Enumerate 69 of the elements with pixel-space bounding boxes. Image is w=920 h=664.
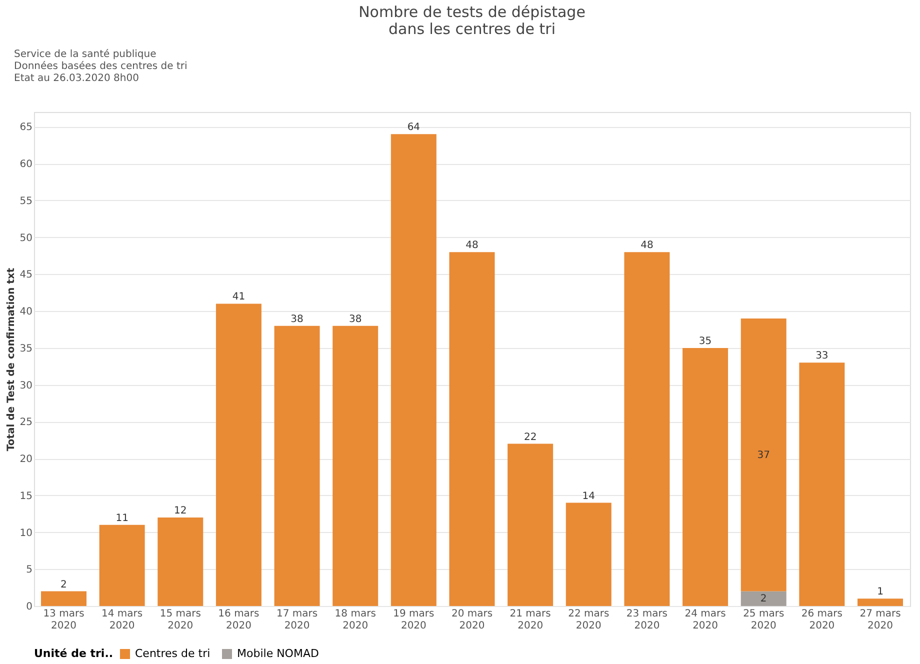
x-tick-label: 18 mars 2020: [334, 608, 376, 632]
y-tick-label: 15: [20, 490, 32, 502]
bar: [858, 598, 903, 606]
bar: [41, 591, 86, 606]
y-tick-label: 50: [20, 232, 32, 244]
bar: [332, 326, 378, 606]
y-tick-label: 35: [20, 343, 32, 354]
y-tick-label: 65: [20, 122, 32, 134]
x-tick-label: 21 mars 2020: [510, 608, 551, 632]
x-tick-label: 27 mars 2020: [860, 608, 901, 632]
y-tick-label: 5: [26, 564, 32, 576]
x-tick-label: 26 mars 2020: [801, 608, 842, 632]
x-tick-label: 25 mars 2020: [743, 608, 784, 632]
bar: [449, 252, 495, 606]
data-label: 38: [290, 314, 304, 325]
y-tick-label: 45: [20, 270, 32, 281]
data-label: 14: [582, 490, 596, 502]
data-label: 48: [640, 240, 654, 252]
data-label: 41: [232, 292, 246, 303]
data-label: 12: [174, 506, 187, 517]
data-label: 35: [698, 336, 712, 347]
text: Service de la santé publique: [14, 49, 156, 60]
data-label: 2: [60, 579, 67, 590]
x-tick-label: 19 mars 2020: [393, 608, 434, 632]
bar: [216, 304, 262, 606]
bar: [508, 444, 554, 606]
y-tick-label: 30: [20, 380, 32, 392]
bar: [566, 502, 612, 606]
y-tick-label: 60: [20, 159, 32, 170]
x-tick-label: 23 mars 2020: [626, 608, 668, 632]
legend-title: Unité de tri..: [34, 647, 114, 660]
y-tick-label: 10: [20, 528, 32, 539]
text: Données basées des centres de tri: [14, 61, 188, 72]
bar: [99, 524, 145, 606]
bar: [682, 348, 728, 606]
y-tick-label: 20: [20, 454, 32, 466]
x-tick-label: 14 mars 2020: [102, 608, 143, 632]
x-tick-label: 13 mars 2020: [43, 608, 84, 632]
data-label: 11: [116, 512, 128, 524]
bar: [390, 134, 436, 606]
y-tick-label: 55: [20, 196, 32, 207]
bar: [740, 318, 786, 592]
text: Etat au 26.03.2020 8h00: [14, 73, 139, 84]
x-tick-label: 22 mars 2020: [568, 608, 610, 632]
y-axis-title: Total de Test de confirmation txt: [6, 268, 17, 452]
data-label: 1: [877, 586, 884, 598]
y-tick-label: 40: [20, 306, 32, 318]
data-label: 64: [407, 122, 420, 134]
bar: [158, 518, 204, 606]
y-tick-label: 25: [20, 417, 32, 428]
bar: [624, 252, 670, 606]
bar: [274, 326, 320, 606]
x-tick-label: 15 mars 2020: [160, 608, 201, 632]
data-label: 38: [348, 314, 362, 325]
x-tick-label: 24 mars 2020: [684, 608, 726, 632]
data-label: 22: [524, 432, 537, 443]
bar: [799, 362, 845, 606]
data-label: 33: [816, 350, 828, 362]
y-tick-label: 0: [26, 602, 32, 612]
data-label: 2: [760, 594, 767, 605]
data-label: 37: [757, 450, 770, 461]
bar: [740, 591, 786, 606]
legend-label: Centres de tri: [135, 647, 210, 660]
x-tick-label: 17 mars 2020: [276, 608, 318, 632]
legend-label: Mobile NOMAD: [237, 647, 319, 660]
chart-title: Nombre de tests de dépistage dans les centres de tri: [358, 3, 586, 38]
x-tick-label: 20 mars 2020: [451, 608, 493, 632]
data-label: 48: [466, 240, 478, 252]
x-tick-label: 16 mars 2020: [218, 608, 260, 632]
